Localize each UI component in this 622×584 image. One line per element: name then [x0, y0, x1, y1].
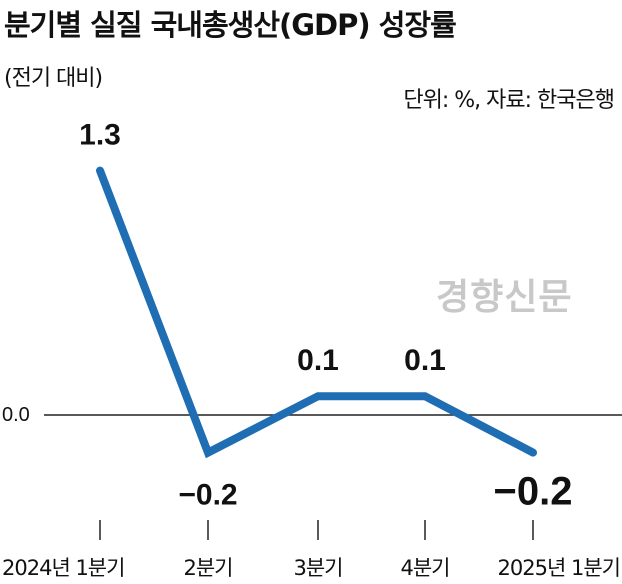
x-tick-label: 3분기: [293, 556, 342, 580]
data-label: 1.3: [79, 119, 121, 152]
x-tick-label: 2분기: [183, 556, 232, 580]
watermark: 경향신문: [436, 277, 573, 318]
data-label: 0.1: [404, 344, 446, 377]
series-line: [96, 166, 537, 459]
data-label: −0.2: [494, 470, 573, 514]
baseline-label: 0.0: [2, 404, 30, 426]
chart-title: 분기별 실질 국내총생산(GDP) 성장률: [4, 8, 457, 42]
x-tick-label: 4분기: [400, 556, 449, 580]
x-tick-label: 2025년 1분기: [498, 556, 620, 580]
data-label: 0.1: [297, 344, 339, 377]
chart-source: 단위: %, 자료: 한국은행: [403, 88, 615, 113]
data-label: −0.2: [178, 479, 237, 512]
chart-subtitle: (전기 대비): [4, 66, 103, 91]
x-tick-label: 2024년 1분기: [2, 556, 124, 580]
